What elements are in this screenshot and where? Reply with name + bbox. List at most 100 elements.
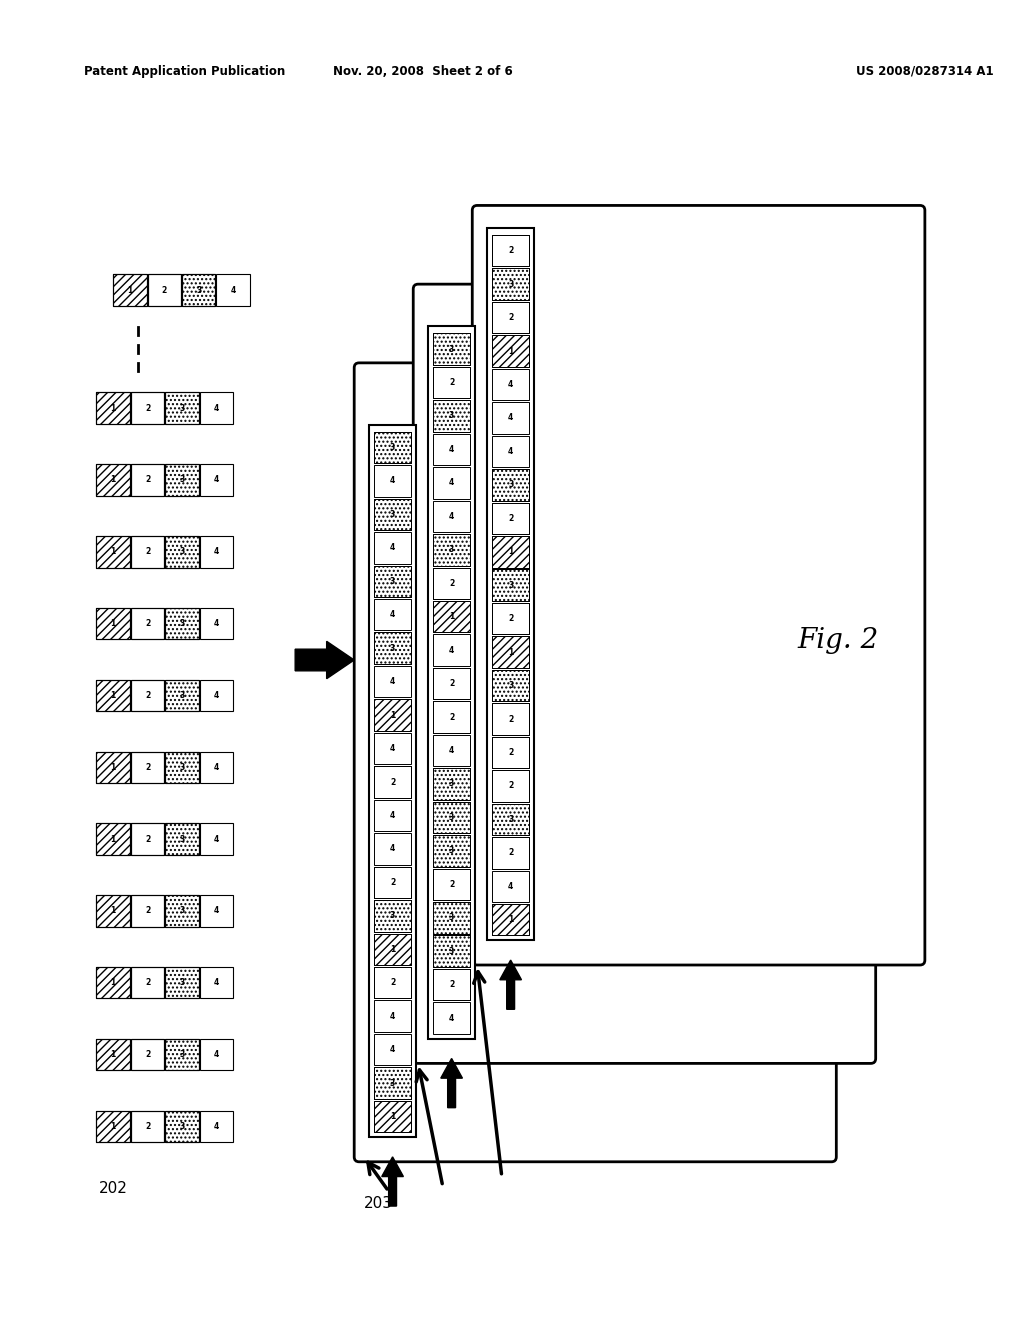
Bar [374,700,412,731]
Text: 4: 4 [508,380,513,389]
Text: 2: 2 [145,548,151,556]
Text: 1: 1 [111,1049,116,1059]
Bar [374,465,412,496]
Bar [433,836,470,867]
Text: 4: 4 [390,1045,395,1055]
Text: 4: 4 [214,907,219,915]
Bar [131,968,164,998]
Bar [492,503,529,535]
Bar [165,1039,199,1071]
Bar [374,599,412,631]
Text: 3: 3 [179,834,184,843]
Bar [492,904,529,936]
Text: 4: 4 [214,1049,219,1059]
Bar [131,751,164,783]
Text: 2: 2 [145,475,151,484]
Bar [433,568,470,599]
Text: 4: 4 [449,645,455,655]
Text: 3: 3 [179,978,184,987]
Bar [492,469,529,500]
Text: 4: 4 [508,882,513,891]
Bar [492,837,529,869]
Bar [131,824,164,855]
Text: 1: 1 [390,945,395,954]
Bar [131,751,164,783]
Bar [433,367,470,399]
Bar [492,603,529,635]
Text: 3: 3 [179,1122,184,1131]
Text: 4: 4 [390,677,395,686]
Bar [374,499,412,531]
Bar [492,804,529,836]
Text: 2: 2 [449,578,455,587]
Text: 3: 3 [179,1049,184,1059]
Text: 3: 3 [508,814,513,824]
Bar [182,275,215,306]
Text: 2: 2 [449,713,455,722]
Bar [131,895,164,927]
Text: 2: 2 [390,878,395,887]
Bar [492,536,529,568]
Bar [216,275,250,306]
Bar [433,735,470,767]
Text: 2: 2 [390,978,395,987]
Bar [131,607,164,639]
Bar [96,607,130,639]
Bar [131,968,164,998]
Bar [433,668,470,700]
Bar [433,869,470,900]
Text: 3: 3 [390,510,395,519]
Bar [492,669,529,701]
Bar [492,770,529,801]
Bar [374,1068,412,1098]
Bar [433,768,470,800]
Bar [96,465,130,496]
Bar [492,268,529,300]
Text: 4: 4 [214,834,219,843]
Bar [165,895,199,927]
Text: 1: 1 [508,548,513,556]
Bar [433,936,470,968]
Text: 1: 1 [111,1122,116,1131]
Bar [374,632,412,664]
Bar [131,895,164,927]
Text: 4: 4 [508,447,513,455]
Text: 3: 3 [508,480,513,490]
Text: 2: 2 [508,513,513,523]
Text: 1: 1 [111,834,116,843]
Bar [96,968,130,998]
Bar [131,1039,164,1071]
Text: 4: 4 [214,619,219,628]
Bar [374,900,412,932]
Bar [200,1110,233,1142]
Bar [165,607,199,639]
Bar [374,968,412,998]
Bar [374,1001,412,1032]
Bar [433,1002,470,1034]
Text: 4: 4 [214,548,219,556]
Text: 1: 1 [127,285,132,294]
Text: US 2008/0287314 A1: US 2008/0287314 A1 [856,65,993,78]
Text: 2: 2 [145,907,151,915]
Bar [200,751,233,783]
Text: 2: 2 [145,619,151,628]
Text: 4: 4 [449,1014,455,1023]
Bar [428,326,475,1039]
Bar [96,751,130,783]
Bar [492,737,529,768]
Text: 1: 1 [111,690,116,700]
Bar [374,767,412,797]
Bar [131,1110,164,1142]
Text: 4: 4 [390,477,395,486]
Text: 2: 2 [508,714,513,723]
Bar [433,701,470,733]
Text: 2: 2 [449,678,455,688]
Text: 4: 4 [449,512,455,521]
Bar [433,635,470,665]
Text: 3: 3 [449,545,455,554]
Text: 3: 3 [179,548,184,556]
Bar [165,392,199,424]
Bar [492,636,529,668]
Text: 4: 4 [508,413,513,422]
FancyArrow shape [440,1059,463,1107]
